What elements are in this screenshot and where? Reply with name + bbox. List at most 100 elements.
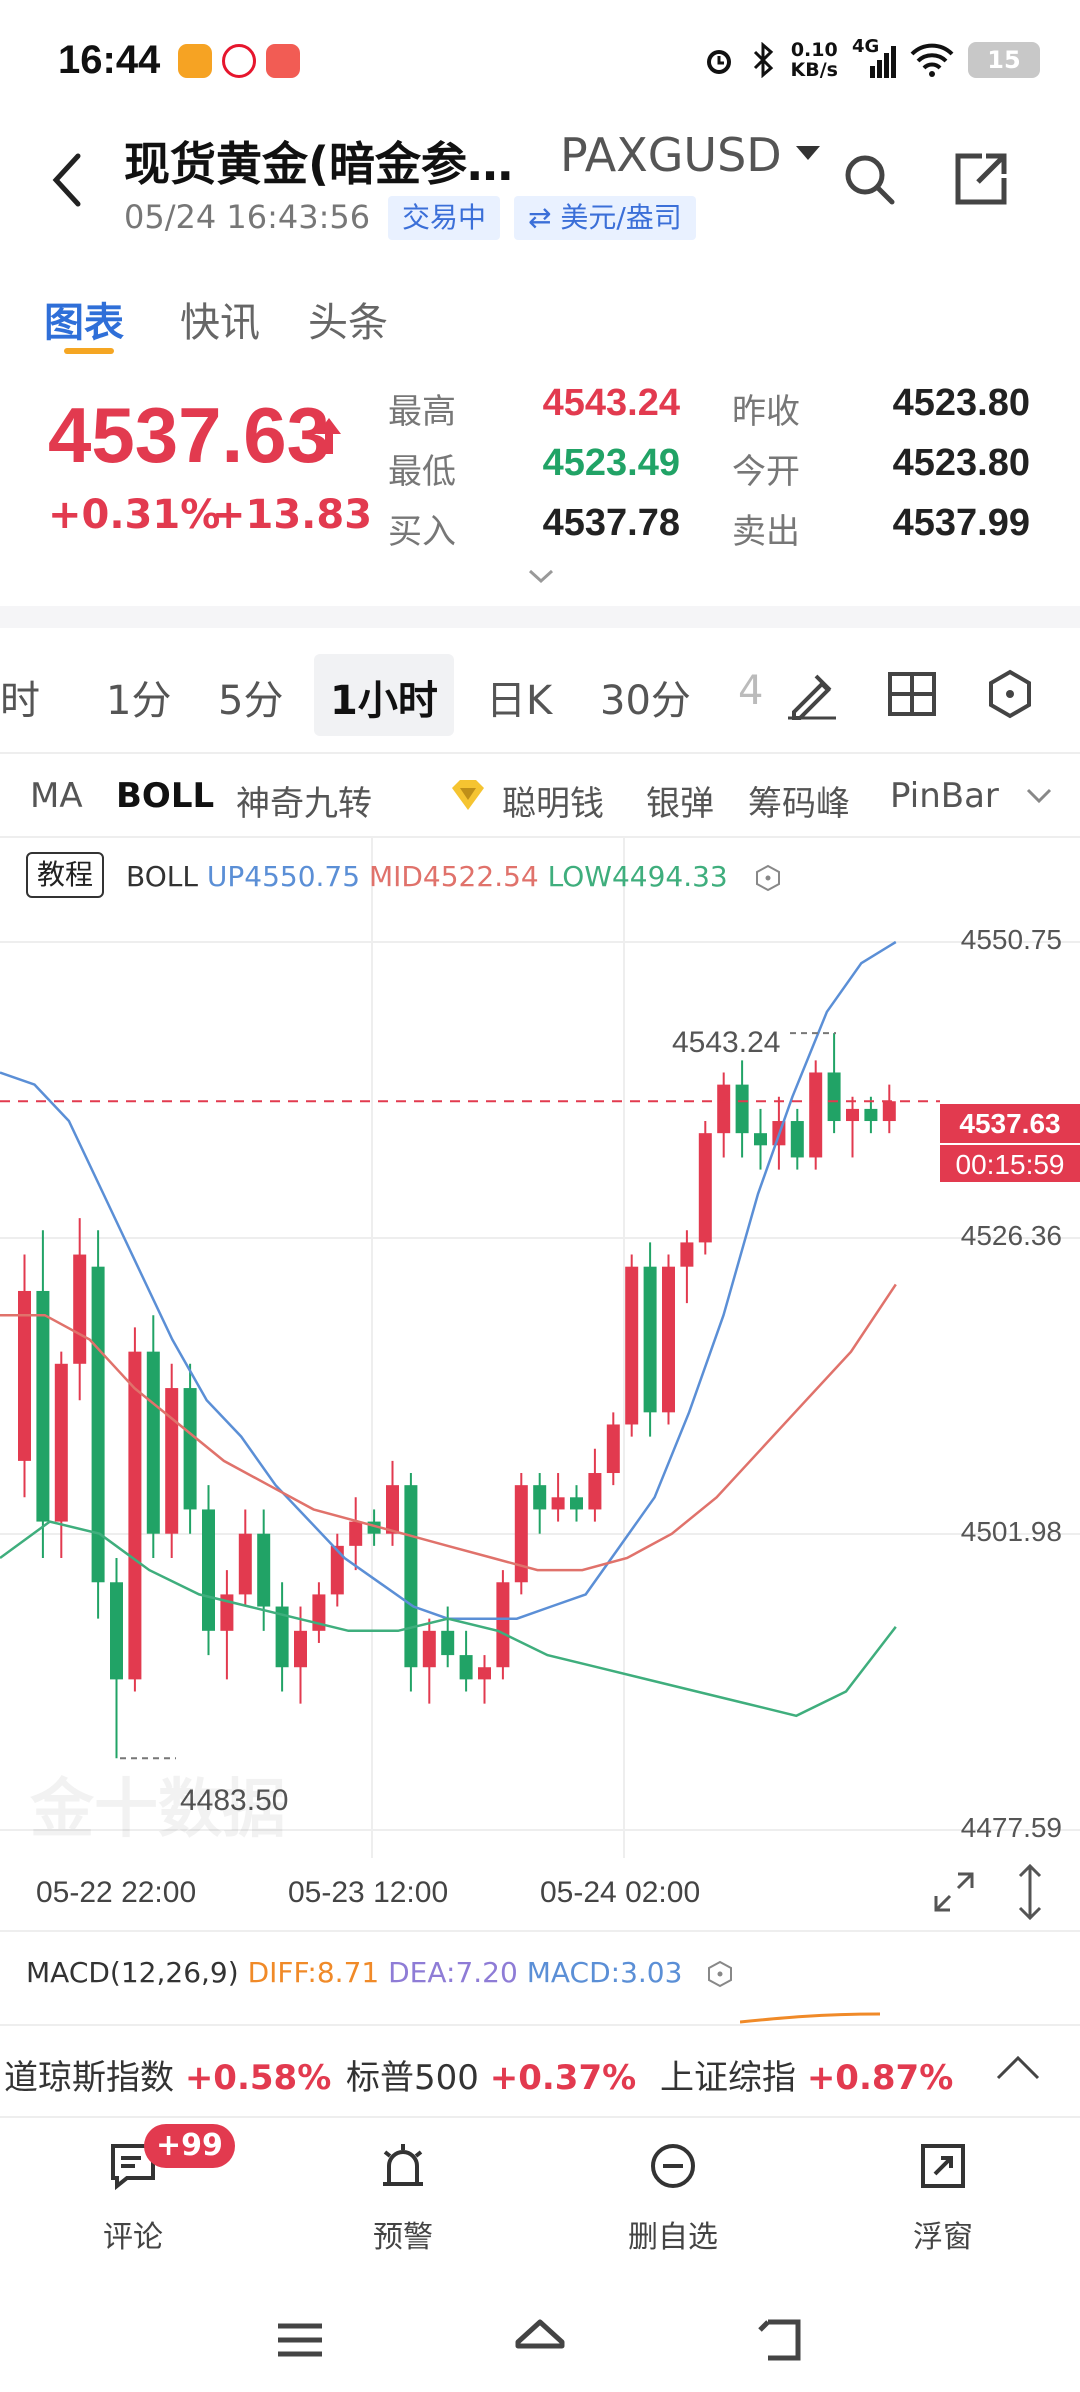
vertical-resize-icon[interactable]: [1010, 1862, 1050, 1922]
period-daily[interactable]: 日K: [486, 678, 553, 724]
back-arrow-icon[interactable]: [48, 150, 88, 210]
macd-dea-value: DEA:7.20: [388, 1956, 518, 1989]
settings-hexagon-icon[interactable]: [984, 668, 1036, 720]
diamond-vip-icon: [452, 780, 484, 810]
candle-body: [257, 1533, 271, 1607]
net-speed: 0.10 KB/s: [790, 39, 838, 81]
period-5min[interactable]: 5分: [218, 678, 284, 724]
prev-close-label: 昨收: [732, 392, 800, 432]
chevron-down-icon[interactable]: [1024, 786, 1054, 806]
candlestick-chart[interactable]: [0, 836, 1080, 1858]
period-more[interactable]: 4: [738, 668, 764, 714]
indicator-pinbar[interactable]: PinBar: [890, 776, 999, 816]
candle-body: [54, 1363, 68, 1522]
change-absolute: +13.83: [212, 492, 373, 538]
symbol-selector[interactable]: PAXGUSD: [560, 128, 782, 182]
wifi-icon: [910, 43, 954, 77]
tab-chart[interactable]: 图表: [44, 300, 124, 346]
current-price-tag: 4537.63 00:15:59: [940, 1104, 1080, 1182]
tab-headlines[interactable]: 头条: [308, 300, 388, 346]
grid-layout-icon[interactable]: [886, 668, 938, 720]
candle-body: [735, 1084, 749, 1134]
candle-body: [220, 1594, 234, 1631]
home-icon[interactable]: [512, 2312, 568, 2368]
weibo-icon: [222, 44, 256, 78]
trading-status-badge: 交易中: [388, 196, 501, 240]
indicator-silver-bullet[interactable]: 银弹: [646, 784, 714, 824]
period-intraday[interactable]: 分时: [0, 678, 40, 724]
macd-legend: MACD(12,26,9) DIFF:8.71 DEA:7.20 MACD:3.…: [26, 1956, 735, 1989]
indicator-settings-icon[interactable]: [753, 863, 783, 893]
caret-down-icon[interactable]: [796, 146, 820, 160]
float-window-icon: [921, 2144, 965, 2188]
candle-body: [790, 1121, 804, 1158]
unit-toggle-badge[interactable]: ⇄ 美元/盎司: [514, 196, 696, 240]
candle-countdown: 00:15:59: [940, 1143, 1080, 1182]
draw-tool-icon[interactable]: [786, 668, 838, 720]
macd-histogram-value: MACD:3.03: [526, 1956, 683, 1989]
boll-lower-band: [0, 1520, 897, 1718]
chevron-down-icon[interactable]: [526, 566, 556, 586]
y-axis-label: 4501.98: [960, 1516, 1062, 1547]
bid-value: 4537.78: [542, 502, 680, 544]
candle-body: [275, 1606, 289, 1668]
boll-mid-band: [0, 1283, 897, 1572]
candle-body: [146, 1351, 160, 1534]
remove-watchlist-button[interactable]: 删自选: [608, 2140, 738, 2256]
watermark: 金十数据: [30, 1773, 286, 1847]
candle-body: [404, 1485, 418, 1668]
status-time: 16:44: [58, 38, 161, 82]
period-1hour[interactable]: 1小时: [330, 678, 438, 724]
instrument-title: 现货黄金(暗金参…: [124, 137, 514, 191]
candle-body: [18, 1290, 31, 1461]
alarm-bell-icon: [383, 2144, 423, 2186]
candle-body: [128, 1351, 142, 1680]
tab-flash-news[interactable]: 快讯: [180, 300, 260, 346]
period-30min[interactable]: 30分: [600, 678, 691, 724]
ticker-item[interactable]: 上证综指 +0.87%: [660, 2058, 954, 2098]
candle-body: [110, 1582, 123, 1680]
candle-body: [294, 1630, 307, 1668]
current-price-value: 4537.63: [959, 1108, 1061, 1139]
x-axis-label: 05-23 12:00: [288, 1876, 449, 1909]
low-marker-label: 4483.50: [180, 1784, 289, 1817]
indicator-smart-money[interactable]: 聪明钱: [502, 784, 604, 824]
menu-icon[interactable]: [272, 2312, 328, 2368]
candle-body: [478, 1667, 491, 1680]
search-icon[interactable]: [840, 150, 898, 208]
indicator-td-sequential[interactable]: 神奇九转: [236, 784, 372, 824]
period-1min[interactable]: 1分: [106, 678, 172, 724]
candle-body: [606, 1424, 620, 1474]
indicator-settings-icon[interactable]: [705, 1959, 735, 1989]
alert-button[interactable]: 预警: [338, 2140, 468, 2256]
fullscreen-icon[interactable]: [930, 1868, 978, 1916]
candle-body: [514, 1485, 528, 1583]
candle-body: [36, 1290, 50, 1522]
low-value: 4523.49: [542, 442, 680, 484]
comment-count-badge: +99: [144, 2124, 235, 2168]
indicator-chip-peak[interactable]: 筹码峰: [748, 784, 850, 824]
indicator-boll[interactable]: BOLL: [116, 776, 215, 816]
candle-body: [551, 1497, 565, 1510]
ticker-item[interactable]: 标普500 +0.37%: [346, 2058, 637, 2098]
candle-body: [882, 1101, 896, 1122]
app-notification-icon: [178, 44, 212, 78]
indicator-ma[interactable]: MA: [30, 776, 83, 816]
candle-body: [625, 1266, 639, 1425]
y-axis-label: 4477.59: [960, 1812, 1062, 1843]
divider: [0, 752, 1080, 754]
chevron-up-icon[interactable]: [994, 2052, 1042, 2082]
tutorial-button[interactable]: 教程: [26, 852, 104, 898]
battery-indicator: 15: [968, 42, 1040, 78]
candle-body: [698, 1133, 712, 1243]
arrow-up-icon: [317, 418, 341, 454]
share-icon[interactable]: [952, 150, 1010, 208]
ticker-item[interactable]: 道琼斯指数 +0.58%: [4, 2058, 332, 2098]
ask-value: 4537.99: [892, 502, 1030, 544]
candle-body: [202, 1509, 215, 1631]
back-icon[interactable]: [752, 2312, 808, 2368]
index-ticker-strip[interactable]: 道琼斯指数 +0.58% 标普500 +0.37% 上证综指 +0.87%: [0, 2024, 1080, 2118]
float-window-button[interactable]: 浮窗: [878, 2140, 1008, 2256]
high-value: 4543.24: [542, 382, 680, 424]
candle-body: [459, 1655, 473, 1680]
